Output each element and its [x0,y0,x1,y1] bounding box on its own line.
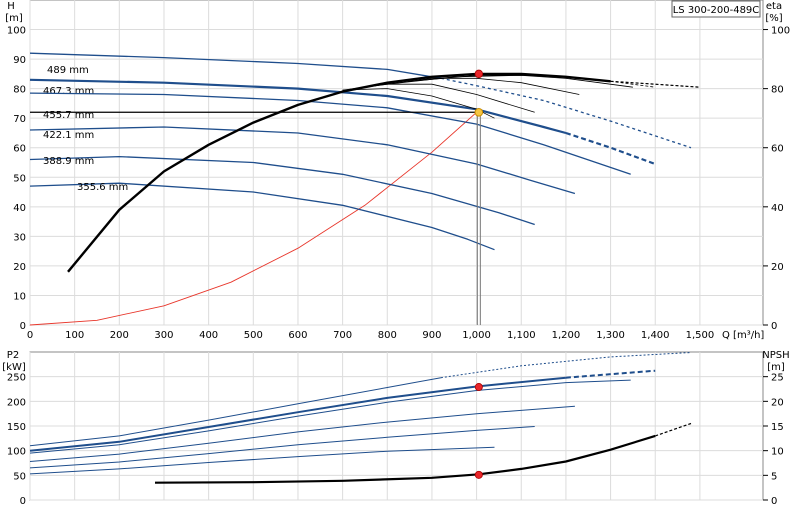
efficiency-point [474,69,484,79]
head-curve-label: 422.1 mm [43,130,94,141]
y-tick-label-left: 100 [7,447,26,458]
head-curve [29,92,631,175]
x-tick-label: 1,100 [507,330,536,341]
y-tick-label-right: 20 [771,262,784,273]
head-curve-label: 489 mm [47,65,89,76]
head-curve [29,155,535,226]
x-tick-label: 700 [333,330,352,341]
head-curve-extension [440,77,692,149]
x-tick-label: 1,400 [641,330,670,341]
y-tick-label-left: 200 [7,397,26,408]
power-curve [29,379,631,454]
x-tick-label: 800 [378,330,397,341]
x-tick-label: 1,000 [462,330,491,341]
y-tick-label-left: 60 [13,144,26,155]
x-tick-label: 900 [422,330,441,341]
y-tick-label-left: 10 [13,291,26,302]
y-tick-label-right: 60 [771,144,784,155]
y-tick-label-left: 0 [20,321,26,332]
y-tick-label-right: 5 [771,471,777,482]
x-tick-label: 400 [199,330,218,341]
npsh-point [474,470,483,479]
head-curve [29,52,442,79]
head-curve-label: 388.9 mm [43,156,94,167]
y-tick-label-right: 25 [771,373,784,384]
power-curve-extension [440,352,692,379]
x-tick-label: 1,300 [596,330,625,341]
y-axis-label-left: H [7,1,15,12]
y-axis-unit-left: [m] [5,13,23,24]
y-tick-label-left: 50 [13,173,26,184]
power-curve-extension [565,369,656,379]
y-tick-label-left: 50 [13,471,26,482]
npsh-curve-extension [655,422,692,437]
efficiency-curve-extension [610,80,656,88]
efficiency-curve [364,77,580,95]
head-curve-label: 455.7 mm [43,110,94,121]
system-curve [29,111,477,326]
y-axis-unit-right: [m] [767,362,785,373]
x-tick-label: 0 [27,330,33,341]
y-tick-label-right: 40 [771,203,784,214]
x-axis-label: Q [m³/h] [722,330,764,341]
efficiency-curve [409,74,611,82]
y-tick-label-left: 250 [7,373,26,384]
y-tick-label-right: 0 [771,496,777,507]
y-axis-label-left: P2 [7,350,19,361]
y-tick-label-right: 0 [771,321,777,332]
efficiency-curve [67,72,611,273]
y-tick-label-left: 90 [13,55,26,66]
head-curve-label: 355.6 mm [77,182,128,193]
head-curve-label: 467.3 mm [43,86,94,97]
power-curve [29,377,441,447]
power-curve [29,446,495,475]
duty-point [474,107,484,117]
title-box [671,0,761,18]
x-tick-label: 100 [65,330,84,341]
y-axis-unit-right: [%] [765,13,782,24]
y-tick-label-left: 30 [13,232,26,243]
y-tick-label-right: 20 [771,397,784,408]
x-tick-label: 1,200 [552,330,581,341]
head-curve [29,126,576,195]
x-tick-label: 200 [110,330,129,341]
y-tick-label-left: 100 [7,26,26,37]
y-tick-label-left: 40 [13,203,26,214]
chart-title: LS 300-200-489C [673,5,760,16]
x-tick-label: 500 [244,330,263,341]
power-curve [29,426,535,469]
power-curve [29,405,575,462]
head-curve [29,78,567,135]
y-tick-label-right: 80 [771,85,784,96]
head-curve [29,182,495,251]
y-tick-label-left: 70 [13,114,26,125]
y-axis-unit-left: [kW] [2,362,26,373]
plot-frame-top [29,0,764,326]
y-tick-label-left: 20 [13,262,26,273]
y-tick-label-left: 0 [20,496,26,507]
y-tick-label-right: 15 [771,422,784,433]
y-axis-label-right: NPSH [762,350,789,361]
y-tick-label-left: 80 [13,85,26,96]
y-tick-label-right: 10 [771,447,784,458]
y-axis-label-right: eta [766,1,782,12]
x-tick-label: 600 [288,330,307,341]
x-tick-label: 1,500 [686,330,715,341]
y-tick-label-left: 150 [7,422,26,433]
x-tick-label: 300 [154,330,173,341]
power-point [474,383,483,392]
y-tick-label-right: 100 [771,26,790,37]
